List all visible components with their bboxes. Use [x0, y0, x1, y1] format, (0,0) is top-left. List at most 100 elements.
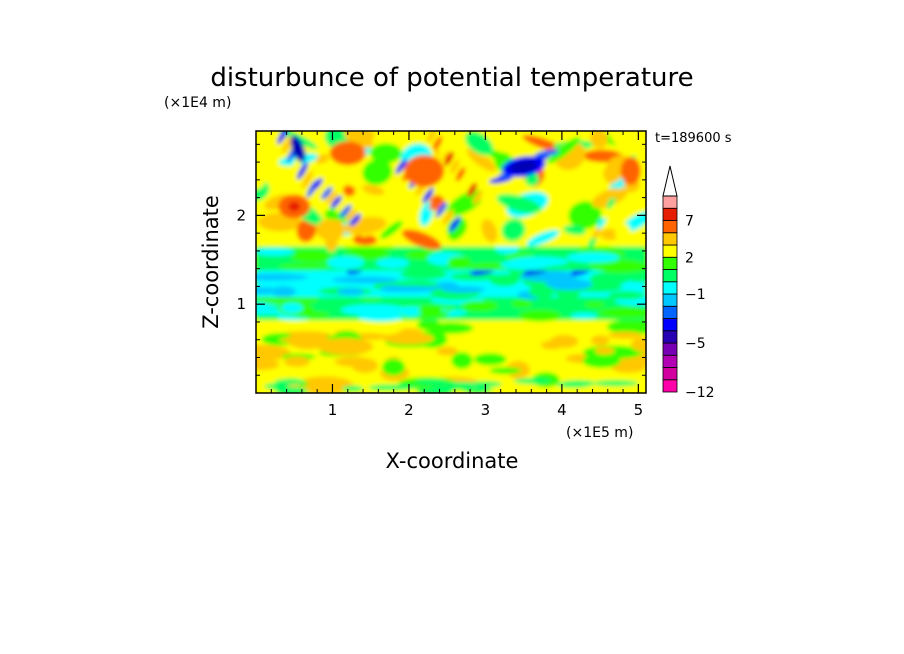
x-tick-label: 2	[404, 401, 414, 419]
colorbar-swatch	[662, 207, 678, 221]
field-cell	[568, 201, 602, 230]
field-cell	[432, 136, 443, 151]
field-cell	[298, 384, 342, 393]
field-cell	[461, 174, 472, 190]
chart-title: disturbunce of potential temperature	[210, 63, 693, 93]
field-cell	[591, 335, 610, 346]
field-cell	[606, 319, 646, 335]
colorbar-swatch	[662, 354, 678, 368]
field-cell	[386, 286, 437, 293]
field-cell	[352, 234, 378, 246]
field-cell	[351, 358, 378, 373]
field-cell	[315, 219, 346, 241]
field-cell	[330, 195, 342, 209]
field-cell	[436, 346, 458, 356]
field-cell	[528, 285, 556, 298]
field-cell	[282, 135, 294, 154]
field-cell	[524, 172, 540, 187]
y-unit-label: (×1E4 m)	[164, 95, 231, 111]
field-cell	[311, 177, 323, 191]
colorbar-swatch	[662, 244, 678, 258]
field-cell	[449, 216, 461, 232]
field-cell	[288, 201, 301, 212]
field-cell	[370, 143, 402, 164]
field-cell	[395, 158, 408, 175]
field-cell	[340, 304, 407, 316]
colorbar-swatch	[662, 305, 678, 319]
field-cell	[296, 218, 317, 243]
field-cell	[584, 301, 606, 308]
field-cell	[415, 379, 448, 386]
colorbar-tick-label: −12	[685, 385, 715, 401]
colorbar-tick-label: −5	[685, 336, 706, 352]
field-cell	[427, 131, 437, 143]
field-cell	[501, 218, 526, 242]
y-axis-label: Z-coordinate	[199, 195, 223, 329]
field-cell	[293, 249, 328, 256]
field-cell	[429, 195, 441, 211]
field-cell	[463, 301, 490, 310]
colorbar-swatch	[662, 281, 678, 295]
field-cell	[256, 180, 270, 202]
field-cell	[331, 276, 398, 284]
field-cell	[275, 388, 310, 393]
field-cell	[398, 328, 423, 339]
field-cell	[329, 141, 366, 166]
field-cell	[600, 228, 621, 240]
field-cell	[447, 256, 472, 270]
field-cell	[526, 229, 560, 247]
field-cell	[563, 225, 586, 236]
field-cell	[566, 252, 620, 263]
colorbar-tick-label: 2	[685, 250, 694, 266]
field-cell	[509, 160, 538, 173]
field-cell	[466, 148, 496, 172]
field-cell	[467, 182, 477, 197]
field-cell	[283, 356, 310, 367]
field-cell	[450, 159, 460, 174]
plot-frame	[255, 130, 647, 394]
field-cell	[375, 258, 410, 269]
field-cell	[592, 380, 639, 387]
field-cell	[369, 384, 417, 391]
field-cell	[344, 208, 357, 222]
field-cell	[610, 131, 646, 151]
field-cell	[451, 352, 473, 369]
field-cell	[513, 377, 552, 384]
field-cell	[340, 204, 352, 218]
field-cell	[461, 386, 493, 393]
field-cell	[256, 247, 294, 256]
field-cell	[446, 216, 468, 240]
field-cell	[349, 213, 362, 227]
field-cell	[343, 184, 356, 197]
field-cell	[467, 381, 502, 388]
field-cell	[362, 159, 393, 186]
field-cell	[290, 135, 306, 163]
field-cell	[481, 219, 498, 243]
field-cell	[343, 158, 364, 187]
field-cell	[489, 367, 522, 375]
field-cell	[590, 131, 609, 149]
field-cell	[615, 223, 632, 244]
field-cell	[301, 171, 313, 189]
field-cell	[473, 353, 507, 366]
field-cell	[550, 334, 579, 348]
field-cell	[422, 187, 434, 203]
colorbar-swatch	[662, 293, 678, 307]
colorbar-swatch	[662, 367, 678, 381]
colorbar-extend-arrow	[662, 165, 678, 197]
field-cell	[427, 322, 474, 334]
x-tick-label: 5	[634, 401, 644, 419]
field-cell	[594, 346, 615, 355]
field-cell	[382, 358, 406, 376]
colorbar-swatch	[662, 379, 678, 393]
field-cell	[556, 381, 592, 388]
field-cell	[281, 302, 303, 314]
field-cell	[455, 167, 466, 182]
x-unit-label: (×1E5 m)	[566, 425, 633, 441]
field-cell	[488, 176, 513, 184]
field-cell	[404, 154, 445, 187]
field-cell	[607, 331, 642, 339]
field-cell	[614, 261, 646, 272]
field-cell	[318, 338, 374, 356]
